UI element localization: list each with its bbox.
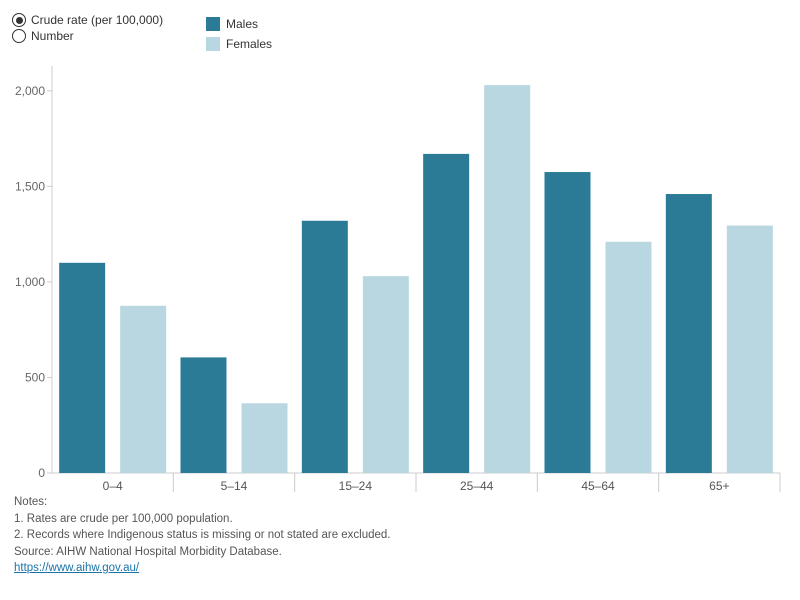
bar-males-4 [544, 172, 591, 473]
measure-selector: Crude rate (per 100,000) Number [12, 12, 163, 44]
x-tick-label: 65+ [709, 479, 729, 492]
radio-unselected-icon [12, 29, 26, 43]
notes: Notes: 1. Rates are crude per 100,000 po… [14, 494, 391, 577]
x-tick-label: 5–14 [221, 479, 248, 492]
notes-line-1: 1. Rates are crude per 100,000 populatio… [14, 512, 233, 525]
bar-females-0 [120, 305, 167, 473]
legend-swatch-males [206, 17, 220, 31]
x-tick-label: 15–24 [339, 479, 373, 492]
y-tick-label: 1,500 [15, 179, 45, 193]
x-tick-label: 25–44 [460, 479, 494, 492]
bar-females-4 [605, 241, 652, 473]
bar-females-1 [241, 403, 288, 473]
bar-females-3 [484, 85, 531, 474]
bar-males-5 [665, 194, 712, 473]
legend: Males Females [206, 14, 272, 54]
notes-line-2: 2. Records where Indigenous status is mi… [14, 529, 391, 541]
bar-males-1 [180, 357, 227, 473]
bar-males-0 [59, 262, 106, 473]
y-tick-label: 500 [25, 370, 45, 384]
y-tick-label: 1,000 [15, 275, 45, 289]
radio-crude-rate-label: Crude rate (per 100,000) [31, 13, 164, 27]
notes-source: Source: AIHW National Hospital Morbidity… [14, 545, 282, 558]
x-tick-label: 0–4 [103, 479, 123, 492]
y-tick-label: 2,000 [15, 84, 45, 98]
bar-females-2 [362, 276, 409, 473]
radio-number-label: Number [31, 29, 74, 43]
y-tick-label: 0 [38, 466, 45, 480]
radio-selected-icon [12, 13, 26, 27]
legend-swatch-females [206, 37, 220, 51]
x-tick-label: 45–64 [581, 479, 615, 492]
radio-number[interactable]: Number [12, 28, 163, 44]
legend-item-males[interactable]: Males [206, 14, 272, 34]
bar-males-2 [301, 220, 348, 473]
bar-males-3 [423, 153, 470, 473]
bar-chart: 0 500 1,000 1,500 2,000 0–4 5–14 15–24 25–44 45–6… [15, 66, 781, 492]
radio-crude-rate[interactable]: Crude rate (per 100,000) [12, 12, 163, 28]
bar-females-5 [726, 225, 773, 473]
legend-item-females[interactable]: Females [206, 34, 272, 54]
source-link[interactable]: https://www.aihw.gov.au/ [14, 562, 140, 574]
notes-heading: Notes: [14, 496, 48, 508]
legend-label-males: Males [226, 17, 259, 31]
legend-label-females: Females [226, 37, 273, 51]
